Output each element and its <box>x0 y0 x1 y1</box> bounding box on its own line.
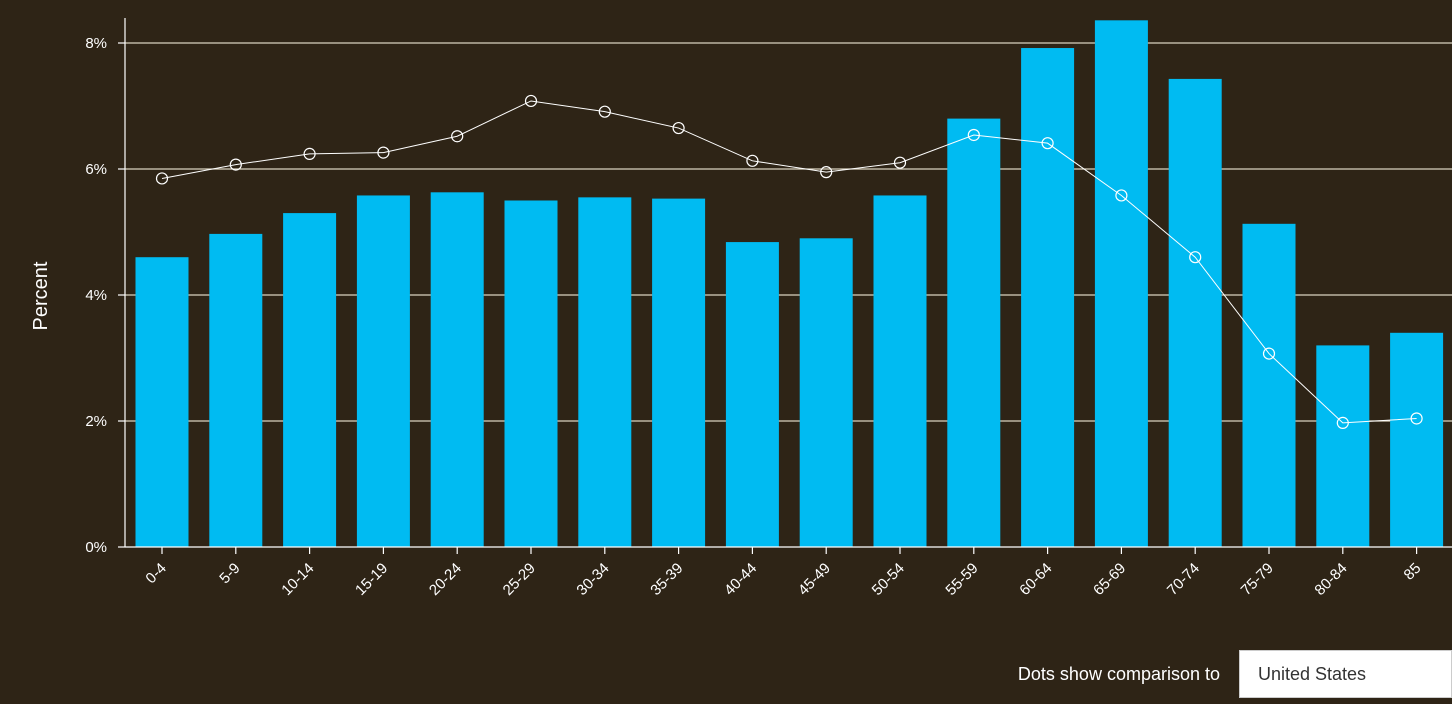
comparison-dot <box>303 147 316 160</box>
comparison-dot <box>1336 416 1349 429</box>
comparison-dot <box>229 158 242 171</box>
x-tick-label: 45-49 <box>795 560 834 599</box>
bar <box>1242 223 1296 547</box>
bar <box>1316 345 1370 547</box>
x-tick-label: 30-34 <box>573 560 612 599</box>
comparison-dot <box>1262 347 1276 360</box>
bar <box>799 238 853 548</box>
x-tick-label: 10-14 <box>278 560 317 599</box>
comparison-dot <box>1189 251 1202 264</box>
x-tick-label: 75-79 <box>1238 560 1277 599</box>
x-tick-label: 5-9 <box>216 560 243 587</box>
comparison-dot <box>155 172 169 185</box>
x-tick-label: 65-69 <box>1090 560 1129 599</box>
bar <box>135 257 189 547</box>
x-tick-label: 55-59 <box>942 560 981 599</box>
comparison-polyline <box>161 100 1417 424</box>
bar <box>356 195 410 547</box>
y-tick-label: 4% <box>85 287 107 304</box>
bar <box>725 242 779 547</box>
bar <box>1094 20 1148 547</box>
bar <box>504 200 558 547</box>
comparison-line <box>155 94 1423 429</box>
comparison-dot <box>377 146 390 159</box>
x-tick-label: 15-19 <box>352 560 391 599</box>
x-tick-label: 70-74 <box>1164 560 1203 599</box>
comparison-dot <box>451 130 464 143</box>
comparison-dot <box>524 94 538 108</box>
x-tick-label: 50-54 <box>869 560 908 599</box>
y-tick-label: 8% <box>85 35 107 52</box>
bar <box>947 118 1001 547</box>
bar <box>430 192 484 547</box>
x-tick-label: 85 <box>1401 560 1425 584</box>
y-tick-label: 6% <box>85 161 107 178</box>
x-tick-label: 0-4 <box>142 560 169 587</box>
comparison-footer: Dots show comparison to United States <box>0 650 1452 700</box>
comparison-dot <box>967 128 980 142</box>
bars <box>135 20 1444 548</box>
comparison-dot <box>1115 189 1128 202</box>
bar <box>578 197 632 547</box>
bar <box>652 198 706 548</box>
bar <box>1390 332 1444 547</box>
x-tick-label: 80-84 <box>1311 560 1350 599</box>
comparison-label: Dots show comparison to <box>1017 664 1220 684</box>
x-tick-label: 40-44 <box>721 560 760 599</box>
bar <box>1168 78 1222 547</box>
comparison-dot <box>746 154 759 167</box>
x-tick-label: 60-64 <box>1016 560 1055 599</box>
bar <box>209 233 263 547</box>
y-axis-label: Percent <box>30 261 52 330</box>
comparison-dot <box>598 105 611 118</box>
gridlines <box>125 42 1452 422</box>
x-tick-label: 20-24 <box>426 560 465 599</box>
comparison-dot <box>893 156 907 169</box>
comparison-dot <box>672 121 685 135</box>
age-distribution-chart: 0% 2% 4% 6% 8% 0-4 5-9 10-14 15-19 20-24 25-29 30-3… <box>30 18 1452 599</box>
comparison-dot <box>1041 137 1054 150</box>
bar <box>283 213 337 547</box>
comparison-dot <box>1410 412 1423 425</box>
comparison-dot <box>820 166 833 179</box>
bar <box>873 195 927 547</box>
x-tick-label: 25-29 <box>500 560 539 599</box>
y-tick-label: 0% <box>85 539 107 556</box>
x-tick-label: 35-39 <box>647 560 686 599</box>
y-tick-label: 2% <box>85 413 107 430</box>
bar <box>1021 48 1075 547</box>
comparison-select[interactable]: United States <box>1239 650 1452 698</box>
